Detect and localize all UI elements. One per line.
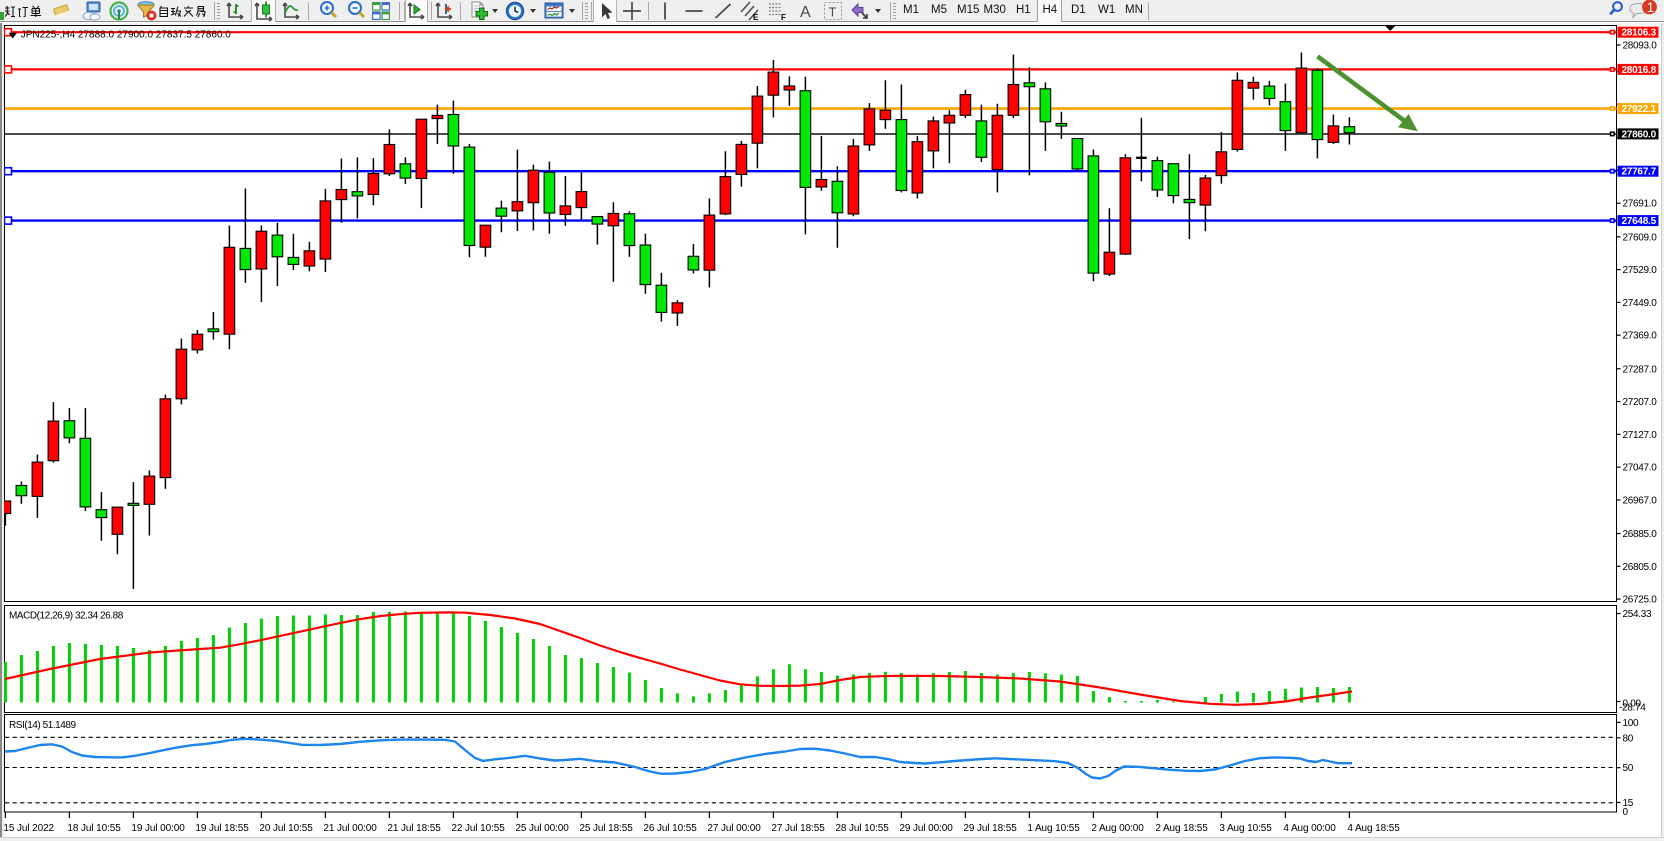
svg-text:27648.5: 27648.5 [1622, 216, 1657, 227]
svg-text:100: 100 [1623, 718, 1640, 729]
svg-text:27 Jul 18:55: 27 Jul 18:55 [771, 823, 825, 834]
svg-text:A: A [800, 4, 811, 21]
svg-text:27047.0: 27047.0 [1623, 463, 1658, 474]
svg-text:26 Jul 10:55: 26 Jul 10:55 [643, 823, 697, 834]
svg-text:0: 0 [1623, 807, 1629, 818]
svg-text:22 Jul 10:55: 22 Jul 10:55 [451, 823, 505, 834]
svg-text:F: F [781, 13, 786, 22]
svg-text:26805.0: 26805.0 [1623, 562, 1658, 573]
svg-text:19 Jul 18:55: 19 Jul 18:55 [195, 823, 249, 834]
svg-text:27127.0: 27127.0 [1623, 430, 1658, 441]
svg-text:26885.0: 26885.0 [1623, 529, 1658, 540]
svg-text:27369.0: 27369.0 [1623, 331, 1658, 342]
svg-text:20 Jul 10:55: 20 Jul 10:55 [259, 823, 313, 834]
svg-text:27767.7: 27767.7 [1622, 167, 1657, 178]
svg-text:JPN225-,H4 27888.0 27900.0 27: JPN225-,H4 27888.0 27900.0 27837.5 27860… [21, 30, 232, 41]
svg-text:29 Jul 00:00: 29 Jul 00:00 [899, 823, 953, 834]
svg-text:21 Jul 00:00: 21 Jul 00:00 [323, 823, 377, 834]
svg-text:28016.8: 28016.8 [1622, 65, 1657, 76]
svg-text:18 Jul 10:55: 18 Jul 10:55 [67, 823, 121, 834]
svg-text:15: 15 [1623, 798, 1634, 809]
svg-text:254.33: 254.33 [1623, 609, 1653, 620]
svg-text:27609.0: 27609.0 [1623, 232, 1658, 243]
svg-text:19 Jul 00:00: 19 Jul 00:00 [131, 823, 185, 834]
svg-text:27529.0: 27529.0 [1623, 265, 1658, 276]
svg-text:T: T [829, 5, 837, 20]
svg-text:-28.74: -28.74 [1619, 703, 1646, 714]
svg-text:15 Jul 2022: 15 Jul 2022 [3, 823, 54, 834]
svg-text:2 Aug 18:55: 2 Aug 18:55 [1155, 823, 1208, 834]
svg-text:27449.0: 27449.0 [1623, 298, 1658, 309]
svg-text:27691.0: 27691.0 [1623, 199, 1658, 210]
svg-text:26725.0: 26725.0 [1623, 595, 1658, 606]
svg-text:MACD(12,26,9) 32.34 26.88: MACD(12,26,9) 32.34 26.88 [9, 611, 124, 622]
svg-text:27860.0: 27860.0 [1622, 129, 1657, 140]
svg-text:3 Aug 10:55: 3 Aug 10:55 [1219, 823, 1272, 834]
svg-text:27287.0: 27287.0 [1623, 364, 1658, 375]
svg-text:1 Aug 10:55: 1 Aug 10:55 [1027, 823, 1080, 834]
svg-text:50: 50 [1623, 763, 1634, 774]
svg-text:25 Jul 00:00: 25 Jul 00:00 [515, 823, 569, 834]
svg-text:1: 1 [1647, 0, 1655, 15]
svg-text:26967.0: 26967.0 [1623, 495, 1658, 506]
svg-text:27 Jul 00:00: 27 Jul 00:00 [707, 823, 761, 834]
svg-text:RSI(14) 51.1489: RSI(14) 51.1489 [9, 720, 77, 731]
svg-text:27922.1: 27922.1 [1622, 104, 1657, 115]
svg-text:21 Jul 18:55: 21 Jul 18:55 [387, 823, 441, 834]
svg-text:0.00: 0.00 [1623, 699, 1642, 710]
svg-text:2 Aug 00:00: 2 Aug 00:00 [1091, 823, 1144, 834]
svg-text:28106.3: 28106.3 [1622, 28, 1657, 39]
svg-text:25 Jul 18:55: 25 Jul 18:55 [579, 823, 633, 834]
svg-text:4 Aug 18:55: 4 Aug 18:55 [1347, 823, 1400, 834]
svg-text:28093.0: 28093.0 [1623, 41, 1658, 52]
svg-text:29 Jul 18:55: 29 Jul 18:55 [963, 823, 1017, 834]
svg-text:28 Jul 10:55: 28 Jul 10:55 [835, 823, 889, 834]
svg-text:E: E [753, 13, 759, 22]
svg-text:27207.0: 27207.0 [1623, 397, 1658, 408]
svg-text:4 Aug 00:00: 4 Aug 00:00 [1283, 823, 1336, 834]
svg-text:80: 80 [1623, 733, 1634, 744]
